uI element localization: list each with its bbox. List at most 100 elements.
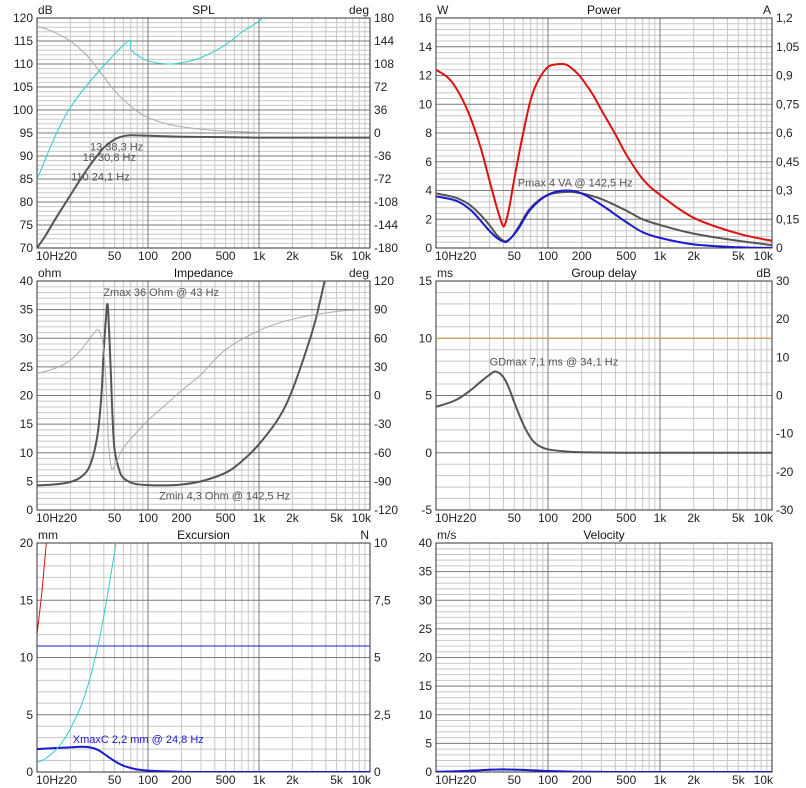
plot-frame [36, 280, 371, 511]
y-tick-label: 70 [20, 241, 34, 255]
y-tick-label: 4 [425, 184, 432, 198]
x-tick-label: 1k [654, 249, 668, 263]
x-tick-label: 50 [508, 511, 522, 525]
y2-tick-label: 0,45 [776, 155, 800, 169]
x-tick-label: 100 [538, 511, 558, 525]
y-tick-label: 15 [419, 679, 433, 693]
series-group [37, 543, 370, 772]
x-tick-label: 500 [216, 773, 236, 787]
y2-tick-label: 0,9 [776, 69, 793, 83]
chart-title: Power [587, 3, 621, 17]
right-unit-label: dB [756, 266, 771, 280]
left-unit-label: W [437, 3, 449, 17]
y2-tick-label: 72 [374, 80, 388, 94]
y-tick-label: 0 [425, 765, 432, 779]
chart-title: Group delay [571, 266, 636, 280]
y-tick-label: 16 [419, 11, 433, 25]
y2-tick-label: 108 [374, 57, 394, 71]
y-tick-label: 5 [425, 389, 432, 403]
left-unit-label: dB [38, 3, 53, 17]
chart-title: Impedance [174, 266, 234, 280]
chart-annotation: 13 38,3 Hz [90, 141, 143, 153]
y-tick-label: 0 [425, 446, 432, 460]
y2-tick-label: 60 [374, 331, 388, 345]
left-unit-label: ohm [38, 266, 61, 280]
x-tick-label: 200 [171, 511, 191, 525]
x-tick-label: 20 [64, 249, 78, 263]
y-tick-label: 120 [13, 11, 33, 25]
y2-tick-label: 36 [374, 103, 388, 117]
y-tick-label: 20 [419, 651, 433, 665]
x-tick-label: 500 [616, 249, 636, 263]
x-tick-label: 500 [216, 511, 236, 525]
y2-tick-label: 0 [776, 389, 783, 403]
y-tick-label: 10 [419, 708, 433, 722]
plot-frame [435, 17, 773, 249]
y2-tick-label: 0 [374, 765, 381, 779]
y2-tick-label: 1,2 [776, 11, 793, 25]
x-tick-label: 10k [352, 511, 372, 525]
x-tick-label: 10k [754, 511, 774, 525]
chart-annotation: GDmax 7,1 ms @ 34,1 Hz [490, 356, 619, 368]
x-tick-label: 2k [687, 511, 701, 525]
series-group [436, 62, 772, 248]
x-tick-label: 500 [616, 773, 636, 787]
x-tick-label: 5k [330, 249, 344, 263]
x-tick-label: 1k [253, 249, 267, 263]
right-unit-label: deg [349, 266, 369, 280]
series-line-group-delay [436, 370, 772, 454]
y2-tick-label: -180 [374, 241, 398, 255]
y-tick-label: 5 [425, 736, 432, 750]
x-tick-label: 20 [463, 773, 477, 787]
y-tick-label: 90 [20, 149, 34, 163]
y2-tick-label: 2,5 [374, 708, 391, 722]
y2-tick-label: -108 [374, 195, 398, 209]
y2-tick-label: 1,05 [776, 40, 800, 54]
y2-tick-label: -120 [374, 503, 398, 517]
y-tick-label: 40 [20, 274, 34, 288]
y2-tick-label: 90 [374, 303, 388, 317]
chart-annotation: 110 24,1 Hz [71, 172, 130, 184]
y-tick-label: 5 [26, 474, 33, 488]
y2-tick-label: -30 [776, 503, 794, 517]
x-tick-label: 50 [108, 249, 122, 263]
x-tick-label: 50 [508, 249, 522, 263]
x-tick-label: 500 [616, 511, 636, 525]
y-tick-label: 105 [13, 80, 33, 94]
chart-annotation: XmaxC 2,2 mm @ 24,8 Hz [73, 734, 204, 746]
x-tick-label: 10Hz [435, 511, 463, 525]
x-tick-label: 10Hz [435, 773, 463, 787]
y2-tick-label: 7,5 [374, 593, 391, 607]
y2-tick-label: 0,15 [776, 212, 800, 226]
y-tick-label: 8 [425, 126, 432, 140]
x-tick-label: 20 [64, 511, 78, 525]
x-tick-label: 2k [687, 773, 701, 787]
series-line-cyan [37, 543, 117, 764]
y2-tick-label: 5 [374, 651, 381, 665]
x-tick-label: 50 [108, 773, 122, 787]
impedance-chart: 0 5 10 15 20 25 30 35 40 -120 -90 -60 -30 0 30 60 90 120 1… [20, 266, 399, 525]
y2-tick-label: -90 [374, 474, 392, 488]
y-tick-label: 30 [419, 593, 433, 607]
y-tick-label: 10 [419, 331, 433, 345]
y-tick-label: 75 [20, 218, 34, 232]
chart-title: SPL [192, 3, 215, 17]
series-line-impedance [37, 281, 326, 487]
x-tick-label: 200 [171, 249, 191, 263]
y2-tick-label: 30 [776, 274, 790, 288]
series-line-SPL [37, 134, 370, 248]
x-tick-label: 1k [654, 511, 668, 525]
x-tick-label: 2k [286, 511, 300, 525]
x-tick-label: 100 [538, 773, 558, 787]
y2-tick-label: -60 [374, 446, 392, 460]
y-tick-label: 15 [20, 593, 34, 607]
y2-tick-label: 0,75 [776, 97, 800, 111]
chart-annotation: Zmax 36 Ohm @ 43 Hz [103, 287, 219, 299]
y-tick-label: 6 [425, 155, 432, 169]
y-tick-label: 25 [419, 622, 433, 636]
left-unit-label: m/s [437, 528, 456, 542]
series-group [37, 18, 370, 248]
